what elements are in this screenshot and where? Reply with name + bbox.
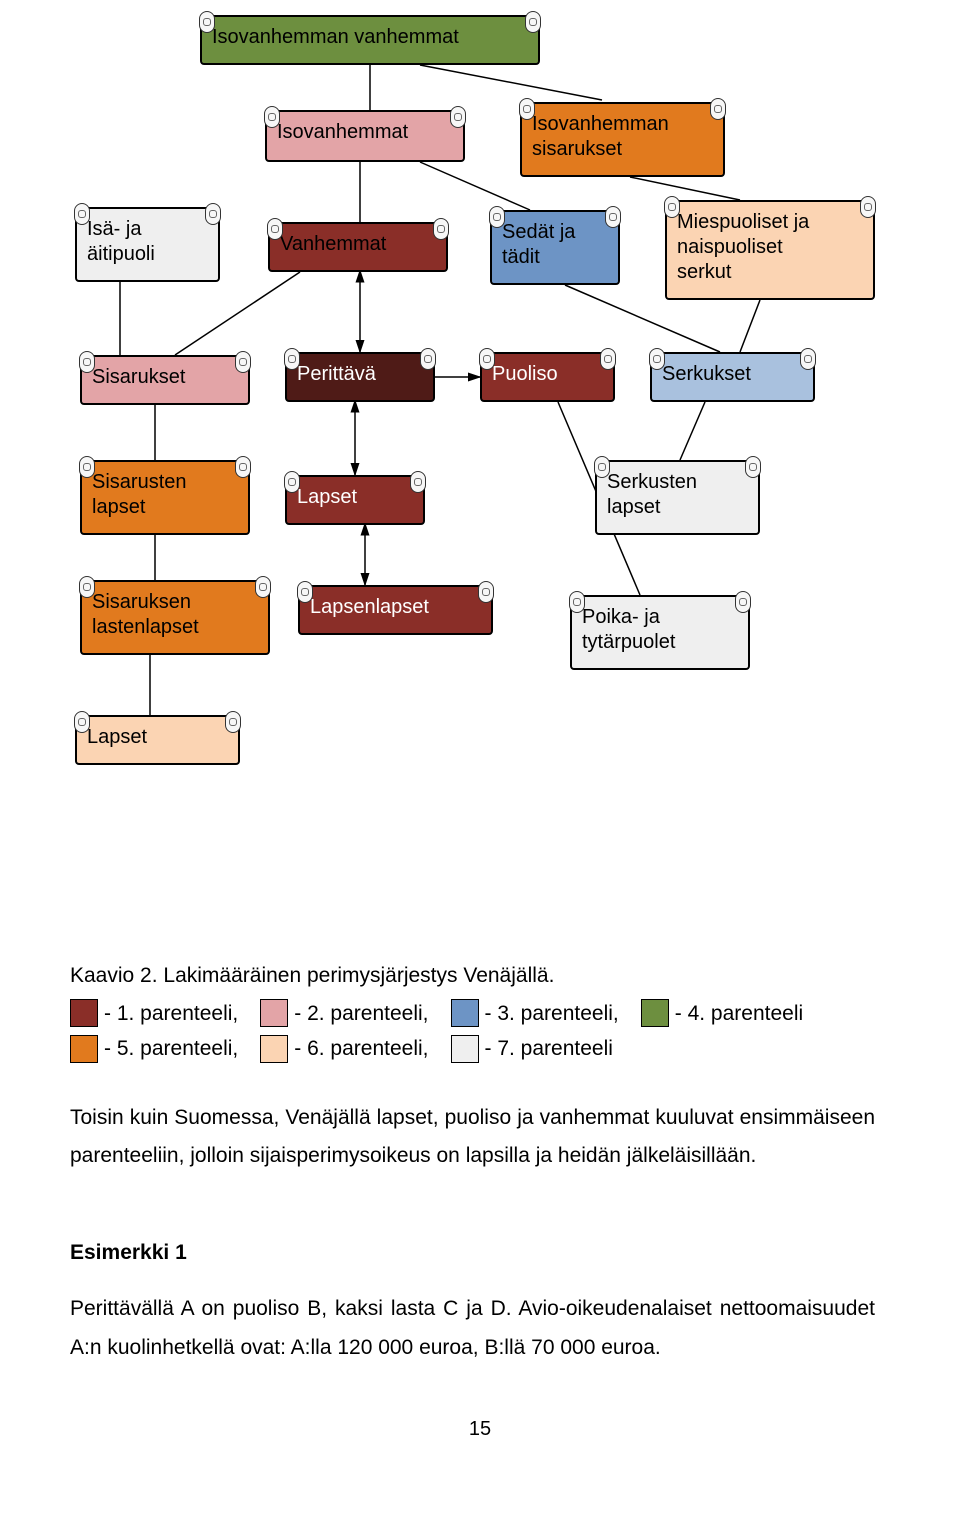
- diagram-caption: Kaavio 2. Lakimääräinen perimysjärjestys…: [70, 960, 875, 992]
- node-poika_tytar: Poika- jatytärpuolet: [570, 595, 750, 670]
- node-vanhemmat: Vanhemmat: [268, 222, 448, 272]
- legend-item: - 1. parenteeli,: [70, 998, 238, 1030]
- node-mies_nais: Miespuoliset janaispuolisetserkut: [665, 200, 875, 300]
- legend-item: - 7. parenteeli: [451, 1033, 613, 1065]
- example-heading: Esimerkki 1: [0, 1186, 960, 1270]
- node-ivv: Isovanhemman vanhemmat: [200, 15, 540, 65]
- node-isov_sis: Isovanhemmansisarukset: [520, 102, 725, 177]
- legend-item: - 5. parenteeli,: [70, 1033, 238, 1065]
- legend-item: - 4. parenteeli: [641, 998, 803, 1030]
- example-text: Perittävällä A on puoliso B, kaksi lasta…: [0, 1270, 960, 1378]
- paragraph-text: Toisin kuin Suomessa, Venäjällä lapset, …: [0, 1079, 960, 1187]
- legend-item: - 6. parenteeli,: [260, 1033, 428, 1065]
- node-serk_lapset: Serkustenlapset: [595, 460, 760, 535]
- node-lapsenlapset: Lapsenlapset: [298, 585, 493, 635]
- node-sedat: Sedät jatädit: [490, 210, 620, 285]
- node-puoliso: Puoliso: [480, 352, 615, 402]
- legend-item: - 3. parenteeli,: [451, 998, 619, 1030]
- node-sis_ll: Sisaruksenlastenlapset: [80, 580, 270, 655]
- node-isa_aiti: Isä- jaäitipuoli: [75, 207, 220, 282]
- node-sisarukset: Sisarukset: [80, 355, 250, 405]
- family-tree-diagram: Isovanhemman vanhemmat Isovanhemmat Isovan…: [0, 0, 960, 930]
- diagram-caption-block: Kaavio 2. Lakimääräinen perimysjärjestys…: [0, 930, 960, 1079]
- node-lapset2: Lapset: [75, 715, 240, 765]
- legend-item: - 2. parenteeli,: [260, 998, 428, 1030]
- legend: - 1. parenteeli, - 2. parenteeli, - 3. par…: [70, 998, 875, 1065]
- node-sis_lapset: Sisarustenlapset: [80, 460, 250, 535]
- node-serkukset: Serkukset: [650, 352, 815, 402]
- node-perittava: Perittävä: [285, 352, 435, 402]
- node-lapset: Lapset: [285, 475, 425, 525]
- page-number: 15: [0, 1378, 960, 1461]
- node-isov: Isovanhemmat: [265, 110, 465, 162]
